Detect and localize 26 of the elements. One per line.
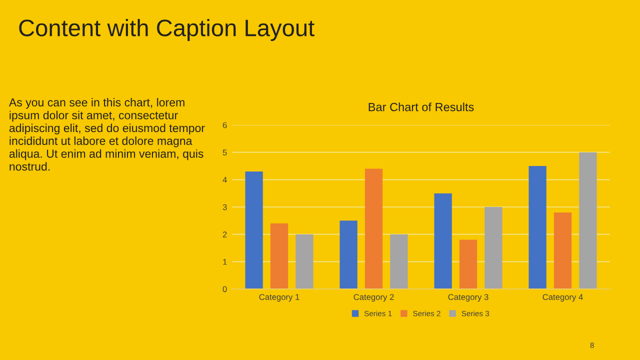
x-tick-label: Category 1 [259,294,300,302]
y-tick-label: 0 [222,286,227,292]
x-tick-label: Category 4 [542,294,583,302]
bar [340,220,358,289]
y-tick-label: 1 [223,258,227,265]
bar [554,212,572,289]
y-tick-label: 2 [222,232,227,238]
x-tick-label: Category 2 [354,294,394,302]
y-tick-label: 6 [222,122,227,128]
bar [364,168,383,289]
bar [245,171,263,289]
x-tick-label: Category 3 [448,294,488,302]
y-tick-label: 5 [222,150,227,156]
bar [434,193,452,289]
bar [390,234,408,289]
y-tick-label: 3 [222,204,227,210]
text: Content with Caption Layout [19,18,314,42]
bar [579,152,597,289]
bar [459,240,478,289]
bar [296,234,314,289]
bar [484,207,502,289]
chart-title: Bar Chart of Results [368,102,474,112]
bar [270,223,288,289]
text: As you can see in this chart, lorem ipsum dolor sit amet, consectetur adipiscing elit, sed do eiusmod tempor incididunt ut labore et dolore magna aliqua. Ut enim ad minim veniam, quis nostrud. [8,98,205,171]
y-tick-label: 4 [222,176,227,183]
bar [528,166,546,289]
